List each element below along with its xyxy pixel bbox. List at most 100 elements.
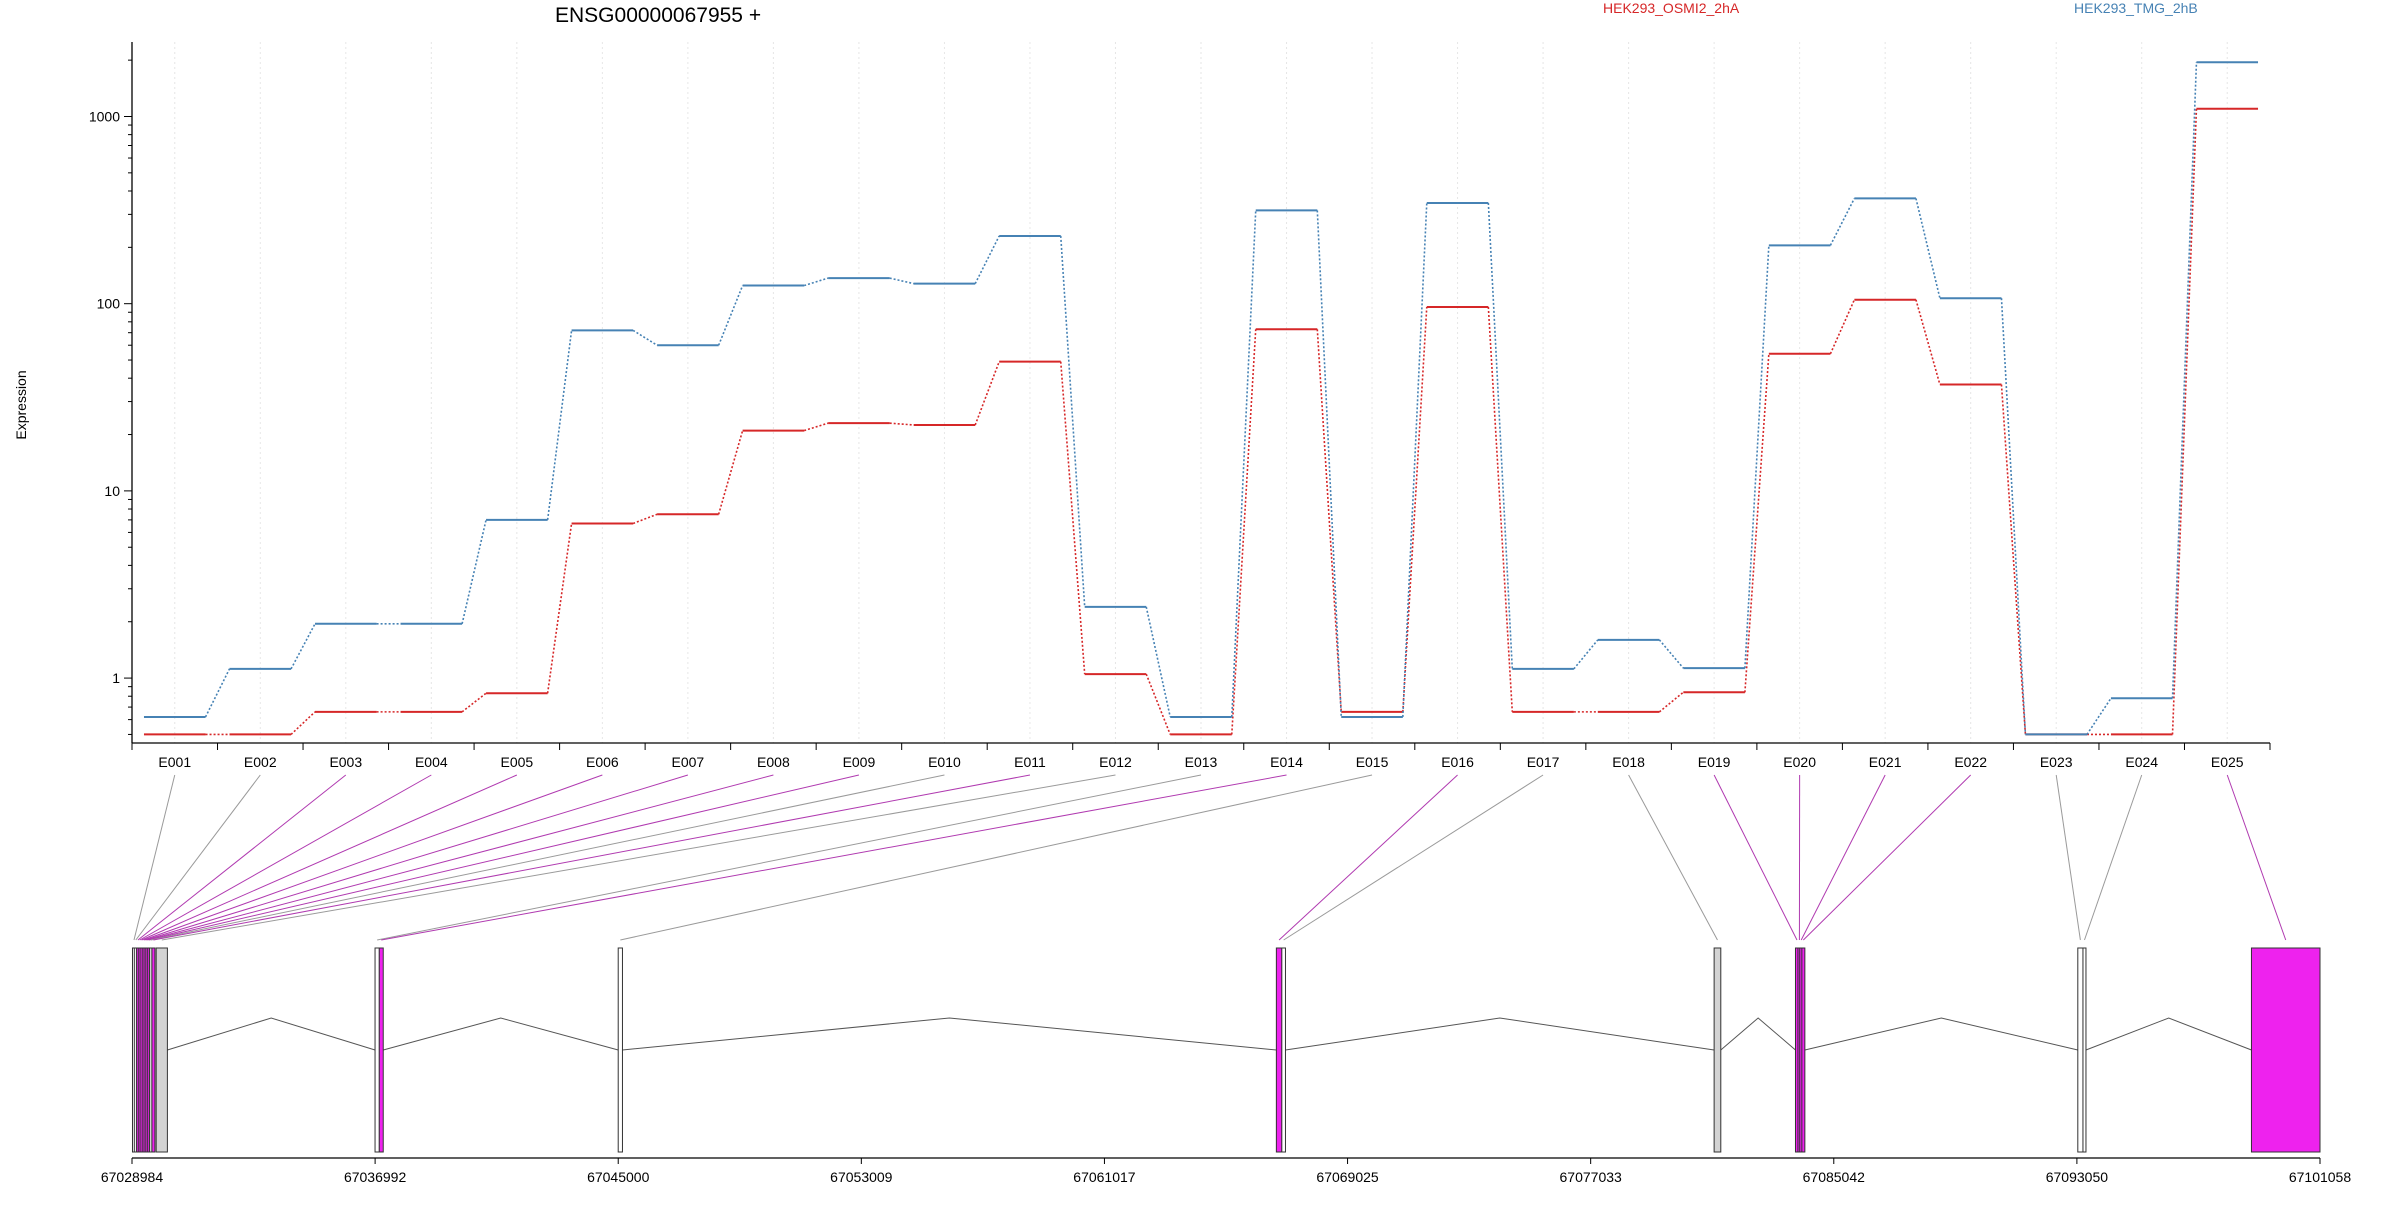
series-transition [291,712,315,735]
connector-E014 [381,775,1286,940]
series-transition [2001,298,2025,734]
x-tick-label: E016 [1441,754,1474,770]
series-transition [1830,198,1854,245]
gene-axis-tick-label: 67053009 [830,1169,893,1185]
y-tick-label: 1000 [89,108,120,124]
connector-E021 [1801,775,1885,940]
connector-E019 [1714,775,1797,940]
series-transition [206,669,230,717]
gene-axis-tick-label: 67069025 [1316,1169,1379,1185]
series-transition [975,236,999,284]
series-transition [548,523,572,693]
legend-label-series-2: HEK293_TMG_2hB [2074,0,2198,16]
x-tick-label: E007 [672,754,705,770]
connector-E010 [151,775,944,940]
series-transition [1061,236,1085,607]
vertical-gridlines [175,42,2227,743]
connector-E018 [1629,775,1718,940]
exon-box-E014 [379,948,383,1152]
connector-E024 [2084,775,2141,940]
x-tick-label: E008 [757,754,790,770]
gene-axis-tick-label: 67101058 [2289,1169,2352,1185]
series-transition [719,286,743,346]
series-transition [719,431,743,515]
series-transition [1745,245,1769,668]
x-tick-label: E024 [2125,754,2158,770]
connector-E016 [1279,775,1457,940]
gene-axis-tick-label: 67077033 [1560,1169,1623,1185]
series-transition [1403,203,1427,717]
x-tick-label: E005 [500,754,533,770]
gene-axis-tick-label: 67045000 [587,1169,650,1185]
series-transition [2173,109,2197,735]
x-tick-label: E013 [1185,754,1218,770]
y-tick-label: 10 [104,483,120,499]
x-tick-label: E023 [2040,754,2073,770]
series-transition [1659,692,1683,712]
x-tick-label: E003 [329,754,362,770]
exon-box-E015 [618,948,622,1152]
connector-E022 [1803,775,1970,940]
series-transition [1232,210,1256,717]
series-transition [462,693,486,712]
series-transition [1232,329,1256,734]
y-tick-label: 1 [112,670,120,686]
y-axis-label: Expression [13,370,29,439]
series-transition [1146,674,1170,734]
series-transition [2173,62,2197,698]
x-tick-label: E009 [843,754,876,770]
x-tick-label: E006 [586,754,619,770]
y-tick-label: 100 [97,296,121,312]
gene-axis-tick-label: 67085042 [1803,1169,1866,1185]
connector-E007 [146,775,688,940]
series-transition [1317,210,1341,717]
exon-box-E023 [2078,948,2083,1152]
connector-E015 [620,775,1372,940]
connector-E013 [377,775,1201,940]
series-transition [804,278,828,285]
exon-box-E024 [2083,948,2086,1152]
exon-box-E012 [156,948,167,1152]
series-transition [975,362,999,425]
intron-line [1805,1018,2078,1050]
x-tick-label: E022 [1954,754,1987,770]
series-transition [890,423,914,425]
intron-line [1721,1018,1796,1050]
connector-E012 [162,775,1116,940]
series-transition [1830,300,1854,354]
series-transition [1745,354,1769,692]
x-tick-label: E025 [2211,754,2244,770]
exon-box-E013 [375,948,379,1152]
gene-axis-tick-label: 67028984 [101,1169,164,1185]
x-tick-label: E020 [1783,754,1816,770]
x-tick-label: E011 [1014,754,1046,770]
series-transition [1488,307,1512,712]
x-tick-label: E002 [244,754,277,770]
series-transition [548,330,572,519]
x-tick-label: E014 [1270,754,1303,770]
series-transition [2087,698,2111,734]
series-transition [1916,198,1940,298]
series-transition [1574,640,1598,669]
series-transition [1488,203,1512,669]
series-transition [1659,640,1683,668]
x-tick-label: E019 [1698,754,1731,770]
series-transition [291,624,315,669]
x-tick-label: E015 [1356,754,1389,770]
connector-E017 [1284,775,1543,940]
intron-line [1285,1018,1714,1050]
intron-line [383,1018,618,1050]
exon-connectors [134,775,2286,940]
series-transition [462,520,486,624]
chart-title: ENSG00000067955 + [555,4,761,27]
gene-axis-tick-label: 67036992 [344,1169,407,1185]
x-tick-label: E012 [1099,754,1132,770]
gene-axis-tick-label: 67093050 [2046,1169,2109,1185]
x-tick-label: E001 [158,754,191,770]
exon-box-E016 [1276,948,1281,1152]
connector-E006 [144,775,603,940]
intron-line [622,1018,1276,1050]
